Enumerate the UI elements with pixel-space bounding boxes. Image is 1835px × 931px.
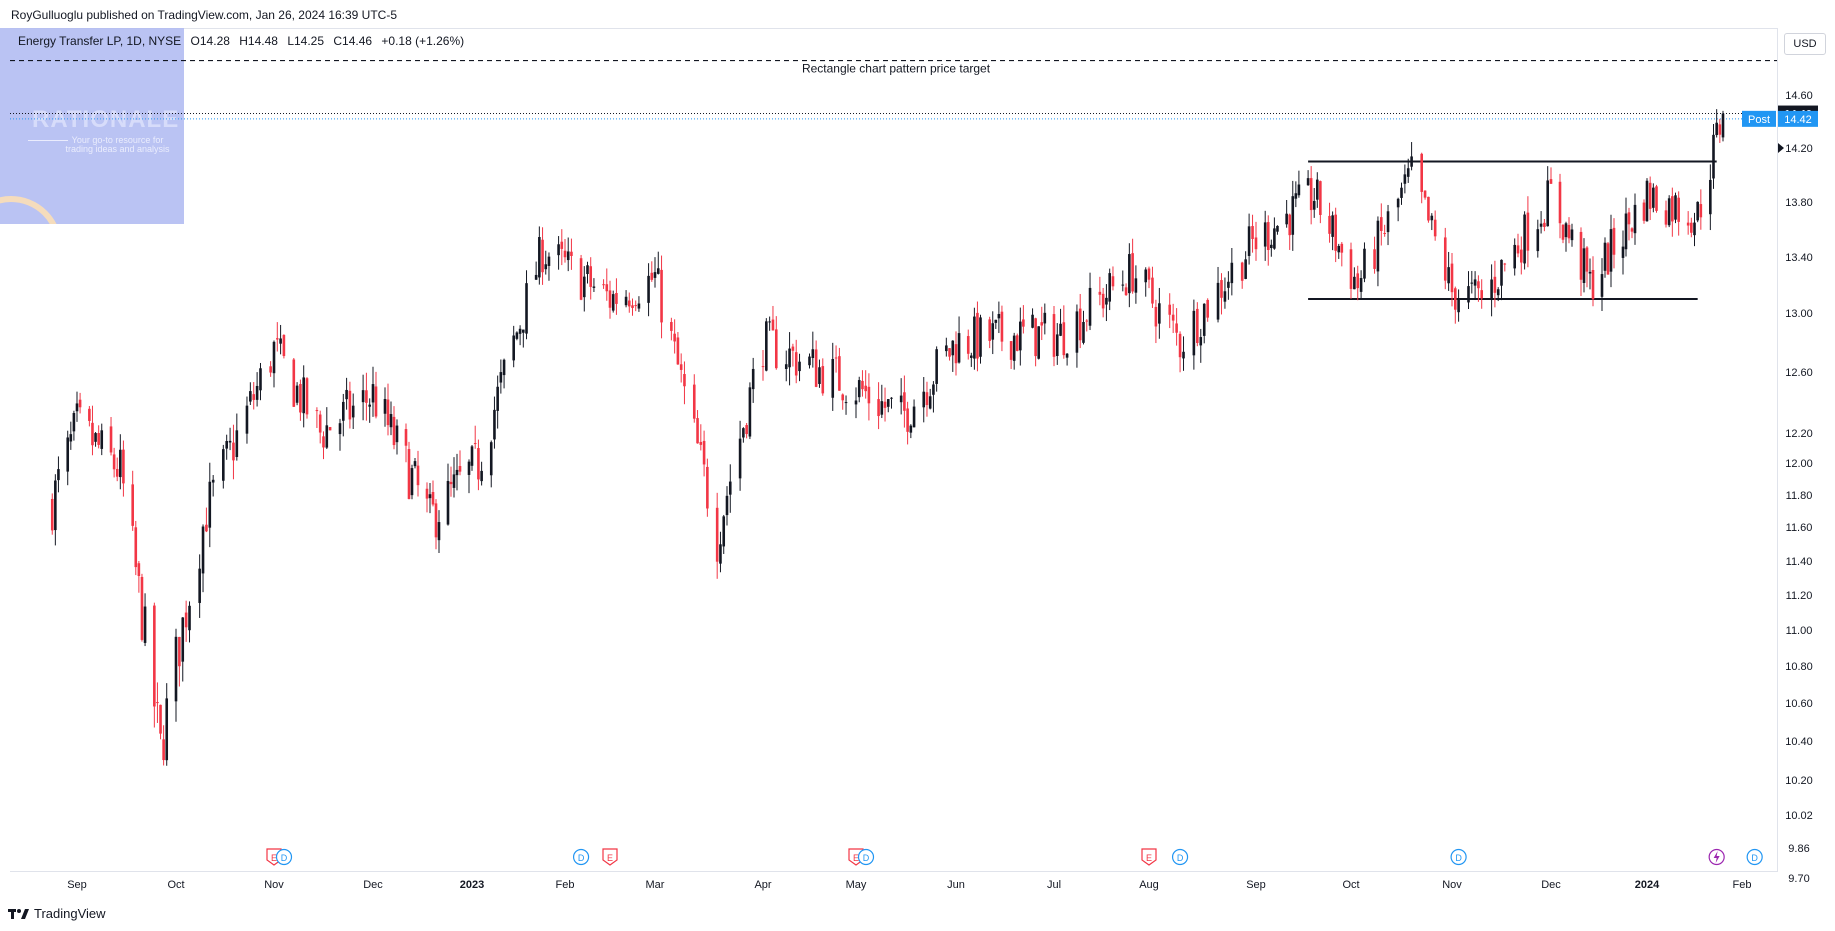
- time-tick-label: Feb: [1733, 879, 1752, 891]
- symbol-name[interactable]: Energy Transfer LP, 1D, NYSE: [18, 34, 182, 48]
- time-tick-label: Jun: [947, 879, 965, 891]
- time-tick-label: Dec: [363, 879, 383, 891]
- watermark-circle: [0, 196, 62, 224]
- time-tick-label: Sep: [67, 879, 87, 891]
- time-tick-label: Nov: [1442, 879, 1462, 891]
- time-tick-label: Dec: [1541, 879, 1561, 891]
- top-bar: RoyGulluoglu published on TradingView.co…: [0, 0, 1835, 30]
- rationale-watermark: RATIONALE Your go-to resource for tradin…: [0, 28, 184, 224]
- publisher-text: RoyGulluoglu published on TradingView.co…: [11, 8, 398, 22]
- time-tick-label: 2024: [1635, 879, 1660, 891]
- time-tick-label: Oct: [167, 879, 184, 891]
- time-tick-label: Oct: [1342, 879, 1359, 891]
- time-tick-label: Jul: [1047, 879, 1061, 891]
- time-tick-label: 2023: [460, 879, 484, 891]
- watermark-title: RATIONALE: [32, 106, 180, 133]
- ohlc-high: H14.48: [239, 34, 278, 48]
- ohlc-low: L14.25: [287, 34, 325, 48]
- time-tick-label: Nov: [264, 879, 284, 891]
- time-tick-label: Mar: [646, 879, 665, 891]
- time-tick-label: May: [846, 879, 867, 891]
- legend-symbol-info: Energy Transfer LP, 1D, NYSE O14.28 H14.…: [18, 34, 470, 48]
- ohlc-close: C14.46: [333, 34, 373, 48]
- ohlc-open: O14.28: [190, 34, 230, 48]
- watermark-subtitle: Your go-to resource for trading ideas an…: [65, 135, 170, 154]
- time-tick-label: Apr: [754, 879, 771, 891]
- watermark-divider: [28, 140, 68, 141]
- brand-name: TradingView: [34, 906, 106, 921]
- currency-button[interactable]: USD: [1784, 33, 1826, 55]
- tradingview-brand[interactable]: TradingView: [8, 906, 106, 921]
- time-tick-label: Sep: [1246, 879, 1266, 891]
- price-scale[interactable]: [1777, 28, 1835, 870]
- ohlc-change: +0.18 (+1.26%): [381, 34, 465, 48]
- time-tick-label: Aug: [1139, 879, 1159, 891]
- time-tick-label: Feb: [556, 879, 575, 891]
- tradingview-logo-icon: [8, 908, 29, 919]
- price-tick-label: 9.70: [1788, 873, 1809, 885]
- chart-pane[interactable]: [10, 28, 1778, 872]
